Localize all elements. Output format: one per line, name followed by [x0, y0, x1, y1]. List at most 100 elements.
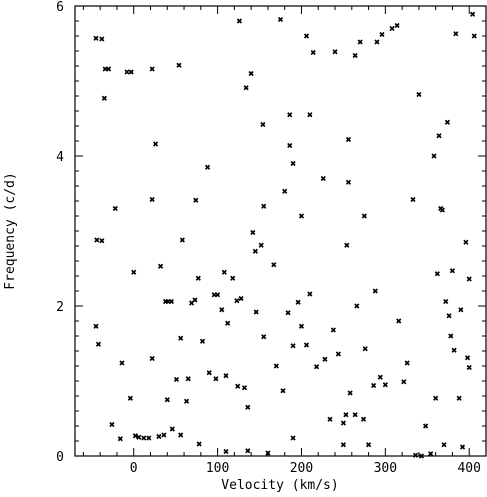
- data-point: [234, 298, 240, 304]
- data-point-stroke: [128, 69, 134, 75]
- data-point: [436, 133, 442, 139]
- data-point-stroke: [466, 364, 472, 371]
- data-point: [164, 397, 170, 403]
- data-point-stroke: [314, 364, 320, 370]
- data-point-stroke: [404, 360, 410, 366]
- data-point-stroke: [335, 351, 341, 357]
- data-point: [173, 376, 180, 383]
- data-point: [178, 335, 184, 341]
- data-point-stroke: [277, 16, 284, 23]
- data-point: [280, 388, 286, 394]
- data-point-stroke: [149, 66, 155, 72]
- data-point-stroke: [101, 95, 107, 101]
- data-point-stroke: [389, 25, 395, 32]
- data-point-stroke: [223, 373, 229, 379]
- data-point: [95, 341, 102, 347]
- data-point-stroke: [434, 271, 440, 277]
- data-point-stroke: [141, 435, 147, 441]
- data-point: [225, 320, 231, 326]
- data-point-stroke: [245, 404, 251, 410]
- data-point: [252, 248, 258, 254]
- y-tick-label: 6: [56, 0, 64, 15]
- data-point-stroke: [322, 356, 328, 362]
- data-point-stroke: [282, 188, 288, 194]
- data-point: [449, 268, 456, 274]
- data-point-stroke: [449, 268, 456, 274]
- data-point-stroke: [265, 450, 271, 456]
- data-point-stroke: [271, 262, 277, 268]
- data-point-stroke: [458, 307, 464, 313]
- data-point-stroke: [192, 297, 198, 303]
- data-point-stroke: [470, 11, 476, 17]
- data-point-stroke: [196, 441, 202, 447]
- data-point-stroke: [428, 451, 434, 457]
- data-point: [168, 298, 175, 305]
- data-point-stroke: [234, 298, 240, 304]
- data-point: [287, 142, 293, 149]
- data-point: [119, 360, 125, 366]
- data-point-stroke: [345, 179, 352, 185]
- data-point: [199, 338, 206, 344]
- data-point: [195, 275, 201, 281]
- data-point: [352, 412, 358, 418]
- data-point: [444, 119, 450, 125]
- data-point: [466, 276, 472, 282]
- y-axis-label: Frequency (c/d): [3, 172, 18, 289]
- data-point: [443, 298, 449, 305]
- data-point: [362, 346, 368, 352]
- axis-tick-labels: 0 100 200 300 400 0 2 4 6: [56, 0, 481, 476]
- data-point: [307, 112, 313, 118]
- data-point-stroke: [431, 153, 437, 159]
- data-point: [152, 141, 159, 147]
- data-point: [404, 360, 410, 366]
- data-point: [290, 343, 296, 349]
- data-point-stroke: [459, 444, 466, 450]
- data-point-stroke: [273, 363, 279, 369]
- data-point: [412, 452, 419, 458]
- data-point: [219, 307, 225, 313]
- data-point-stroke: [136, 434, 142, 440]
- data-point: [285, 310, 291, 316]
- data-points: [93, 11, 477, 459]
- data-point-stroke: [439, 207, 445, 213]
- data-point: [241, 385, 247, 391]
- data-point-stroke: [412, 452, 419, 458]
- data-point: [277, 16, 284, 23]
- data-point-stroke: [287, 142, 293, 149]
- data-point-stroke: [152, 141, 159, 147]
- data-point-stroke: [149, 355, 155, 362]
- data-point: [464, 355, 471, 361]
- data-point-stroke: [285, 310, 291, 316]
- data-point: [243, 85, 249, 91]
- data-point-stroke: [360, 416, 367, 422]
- data-point-stroke: [94, 237, 100, 243]
- data-point: [236, 18, 242, 24]
- data-point: [238, 295, 244, 302]
- data-point-stroke: [377, 374, 383, 380]
- data-point: [354, 303, 360, 309]
- data-point: [161, 432, 167, 438]
- data-point: [352, 52, 358, 59]
- data-point: [431, 153, 437, 159]
- data-point-stroke: [357, 39, 363, 45]
- data-point-stroke: [290, 343, 296, 349]
- data-point-stroke: [99, 36, 105, 42]
- data-point: [196, 441, 202, 447]
- data-point: [185, 376, 191, 382]
- data-point-stroke: [223, 448, 229, 455]
- data-point: [377, 374, 383, 380]
- data-point: [206, 370, 212, 376]
- data-point-stroke: [307, 112, 313, 118]
- data-point-stroke: [310, 49, 316, 56]
- data-point-stroke: [206, 370, 212, 376]
- data-point-stroke: [298, 323, 305, 329]
- data-point-stroke: [157, 263, 164, 269]
- data-point-stroke: [169, 426, 175, 432]
- data-point-stroke: [345, 136, 352, 143]
- data-point-stroke: [463, 239, 469, 245]
- data-point-stroke: [354, 303, 360, 309]
- data-point-stroke: [95, 341, 102, 347]
- data-point: [379, 31, 385, 38]
- data-point-stroke: [215, 292, 221, 298]
